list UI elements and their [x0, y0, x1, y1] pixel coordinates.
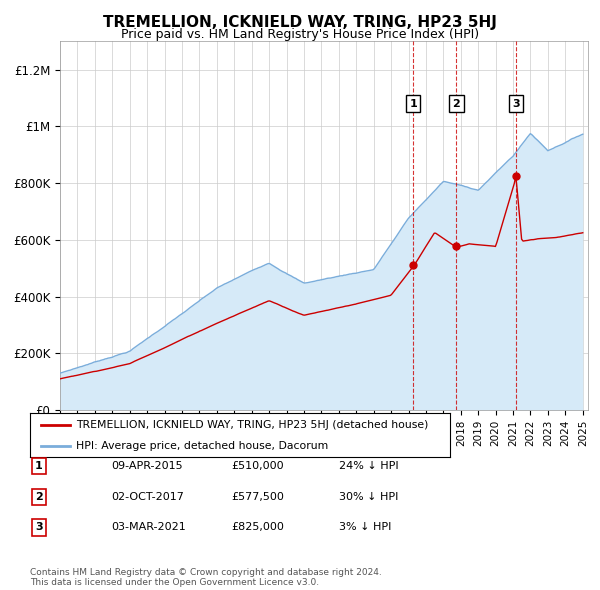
Text: 09-APR-2015: 09-APR-2015: [111, 461, 182, 471]
Text: £825,000: £825,000: [231, 523, 284, 532]
Text: 03-MAR-2021: 03-MAR-2021: [111, 523, 186, 532]
Text: Price paid vs. HM Land Registry's House Price Index (HPI): Price paid vs. HM Land Registry's House …: [121, 28, 479, 41]
Text: Contains HM Land Registry data © Crown copyright and database right 2024.
This d: Contains HM Land Registry data © Crown c…: [30, 568, 382, 587]
Text: 1: 1: [409, 99, 417, 109]
Text: TREMELLION, ICKNIELD WAY, TRING, HP23 5HJ: TREMELLION, ICKNIELD WAY, TRING, HP23 5H…: [103, 15, 497, 30]
Text: TREMELLION, ICKNIELD WAY, TRING, HP23 5HJ (detached house): TREMELLION, ICKNIELD WAY, TRING, HP23 5H…: [76, 421, 428, 430]
Text: 02-OCT-2017: 02-OCT-2017: [111, 492, 184, 502]
Text: 24% ↓ HPI: 24% ↓ HPI: [339, 461, 398, 471]
Text: 2: 2: [35, 492, 43, 502]
Text: 2: 2: [452, 99, 460, 109]
Text: 1: 1: [35, 461, 43, 471]
Text: £577,500: £577,500: [231, 492, 284, 502]
Text: HPI: Average price, detached house, Dacorum: HPI: Average price, detached house, Daco…: [76, 441, 328, 451]
Text: 3: 3: [512, 99, 520, 109]
Text: 3: 3: [35, 523, 43, 532]
Text: £510,000: £510,000: [231, 461, 284, 471]
Text: 30% ↓ HPI: 30% ↓ HPI: [339, 492, 398, 502]
Text: 3% ↓ HPI: 3% ↓ HPI: [339, 523, 391, 532]
